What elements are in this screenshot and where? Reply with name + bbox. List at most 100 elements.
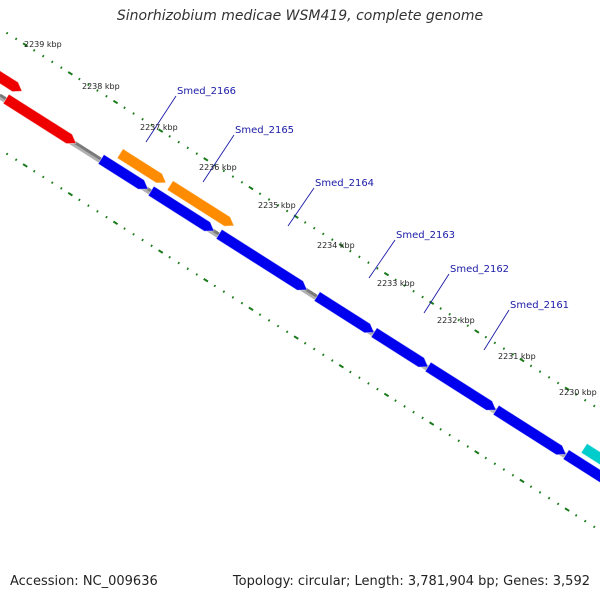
inner-minor-tick	[177, 261, 180, 265]
outer-minor-tick	[484, 335, 488, 339]
inner-minor-tick	[349, 370, 352, 374]
outer-minor-tick	[538, 370, 542, 373]
inner-minor-tick	[466, 445, 470, 448]
inner-major-tick	[22, 163, 28, 168]
outer-minor-tick	[331, 238, 334, 242]
outer-minor-tick	[367, 261, 370, 264]
orange-cds-arrow	[116, 148, 167, 184]
gene-label: Smed_2163	[396, 230, 455, 241]
blue-cds-arrow	[147, 185, 215, 232]
inner-minor-tick	[331, 359, 334, 362]
inner-major-tick	[248, 306, 254, 312]
outer-minor-tick	[32, 49, 36, 52]
outer-minor-tick	[529, 364, 533, 368]
outer-major-tick	[67, 71, 73, 76]
inner-minor-tick	[493, 462, 497, 466]
outer-major-tick	[248, 185, 254, 191]
outer-minor-tick	[312, 226, 316, 230]
outer-minor-tick	[240, 180, 244, 184]
gene-label: Smed_2166	[177, 86, 236, 97]
gene-callout-line	[287, 187, 315, 227]
inner-major-tick	[338, 364, 344, 369]
inner-minor-tick	[547, 496, 551, 500]
outer-minor-tick	[403, 284, 406, 287]
blue-cds-arrow	[313, 291, 375, 334]
inner-minor-tick	[484, 456, 488, 460]
outer-minor-tick	[412, 289, 415, 293]
outer-minor-tick	[285, 209, 289, 213]
inner-minor-tick	[222, 290, 226, 294]
inner-major-tick	[112, 220, 119, 226]
kbp-label: 2237 kbp	[140, 123, 178, 132]
inner-minor-tick	[96, 209, 99, 213]
outer-minor-tick	[448, 312, 451, 316]
inner-minor-tick	[141, 238, 144, 242]
inner-major-tick	[474, 450, 480, 455]
inner-minor-tick	[186, 267, 190, 271]
outer-minor-tick	[592, 404, 596, 408]
kbp-label: 2230 kbp	[559, 388, 597, 397]
gene-label-callouts: Smed_2166 Smed_2165 Smed_2164 Smed_2163 Smed…	[145, 86, 569, 351]
kbp-label: 2238 kbp	[82, 82, 120, 91]
kbp-label: 2236 kbp	[199, 163, 237, 172]
outer-major-tick	[564, 386, 570, 391]
blue-cds-arrow	[215, 228, 308, 291]
kbp-label: 2234 kbp	[317, 241, 355, 250]
gene-callout-line	[368, 239, 396, 279]
inner-major-tick	[203, 278, 209, 283]
kbp-label: 2232 kbp	[437, 316, 475, 325]
outer-major-tick	[338, 243, 344, 248]
gene-label: Smed_2164	[315, 178, 374, 189]
outer-minor-tick	[87, 83, 90, 87]
inner-minor-tick	[105, 215, 108, 219]
inner-major-tick	[293, 335, 299, 340]
outer-minor-tick	[349, 249, 352, 253]
outer-minor-tick	[231, 175, 235, 178]
red-feature-arrow	[0, 70, 23, 93]
outer-minor-tick	[14, 37, 18, 41]
outer-major-tick	[112, 99, 119, 105]
gene-label: Smed_2161	[510, 300, 569, 311]
inner-minor-tick	[421, 416, 424, 420]
inner-minor-tick	[358, 376, 361, 380]
inner-minor-tick	[32, 169, 36, 173]
outer-minor-tick	[50, 60, 54, 64]
outer-minor-tick	[168, 135, 171, 138]
outer-minor-tick	[358, 255, 361, 259]
inner-minor-tick	[574, 513, 578, 517]
inner-minor-tick	[457, 439, 461, 443]
outer-minor-tick	[222, 169, 226, 173]
outer-major-tick	[203, 157, 209, 162]
outer-minor-tick	[41, 54, 45, 58]
outer-minor-tick	[150, 123, 153, 127]
kbp-label: 2239 kbp	[24, 40, 62, 49]
inner-minor-tick	[14, 158, 18, 162]
outer-major-tick	[383, 271, 390, 277]
inner-minor-tick	[448, 433, 451, 437]
inner-minor-tick	[60, 187, 63, 190]
kbp-label: 2235 kbp	[258, 201, 296, 210]
kbp-label: 2231 kbp	[498, 352, 536, 361]
inner-minor-tick	[132, 232, 135, 236]
inner-minor-tick	[41, 175, 45, 179]
outer-minor-tick	[96, 89, 99, 92]
inner-minor-tick	[511, 473, 515, 477]
outer-minor-tick	[376, 266, 379, 270]
inner-minor-tick	[321, 353, 325, 357]
cyan-feature-arrow	[580, 442, 600, 466]
map-title: Sinorhizobium medicae WSM419, complete g…	[116, 8, 484, 24]
outer-major-tick	[428, 300, 435, 305]
inner-minor-tick	[502, 468, 506, 471]
outer-major-tick	[158, 128, 164, 133]
orange-cds-arrow	[166, 180, 235, 227]
inner-minor-tick	[276, 324, 280, 328]
inner-minor-tick	[78, 198, 81, 202]
inner-minor-tick	[50, 181, 54, 185]
inner-minor-tick	[285, 330, 289, 334]
outer-major-tick	[22, 42, 28, 47]
outer-minor-tick	[258, 192, 262, 196]
outer-minor-tick	[141, 117, 144, 121]
inner-minor-tick	[556, 502, 560, 506]
blue-cds-arrow	[492, 404, 567, 456]
